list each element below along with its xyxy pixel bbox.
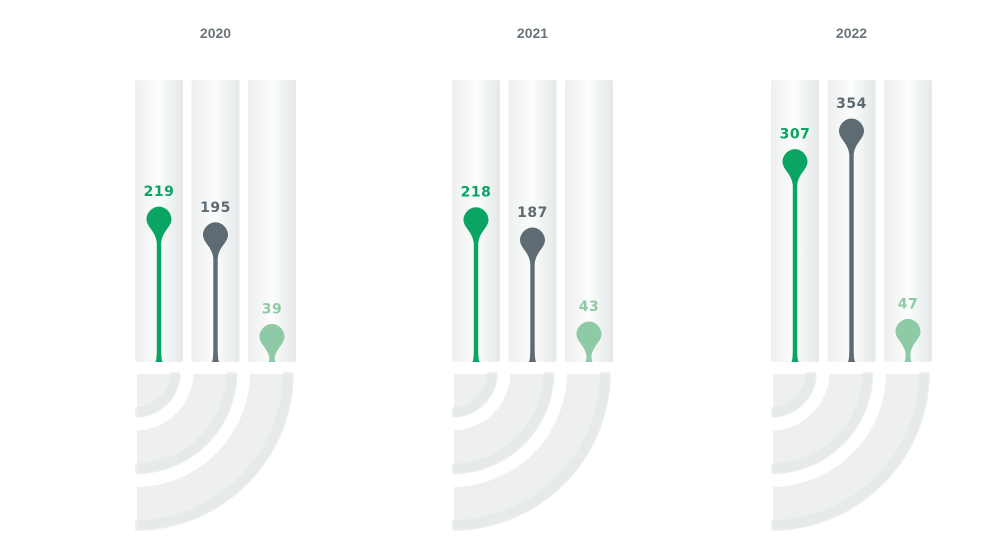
pin-marker — [839, 118, 864, 362]
data-label: 43 — [579, 299, 599, 315]
decorative-arcs — [133, 370, 299, 536]
arc-band — [450, 370, 559, 479]
pin-marker — [203, 222, 228, 362]
arc-shade — [134, 371, 237, 474]
arc-band — [450, 370, 616, 536]
arc-shade — [770, 371, 816, 417]
category-label: 2022 — [836, 25, 867, 41]
year-group-2022: 2022 307 354 47 — [769, 25, 935, 536]
column-track — [191, 80, 240, 362]
pin-marker — [576, 321, 602, 362]
arc-shade — [451, 371, 554, 474]
pin-marker — [146, 206, 172, 362]
data-label: 195 — [200, 200, 231, 216]
category-label: 2021 — [517, 25, 548, 41]
arc-shade — [770, 371, 929, 530]
arc-shade — [451, 371, 610, 530]
column-track — [508, 80, 557, 362]
category-label: 2020 — [200, 25, 231, 41]
arc-shade — [134, 371, 293, 530]
arc-band — [769, 370, 878, 479]
column-track — [884, 80, 932, 362]
pin-marker — [520, 227, 545, 362]
arc-band — [133, 370, 242, 479]
data-label: 47 — [898, 296, 918, 312]
pin-marker — [463, 207, 489, 362]
pin-marker — [259, 324, 285, 362]
year-group-2021: 2021 218 187 43 — [450, 25, 616, 536]
data-label: 187 — [517, 205, 548, 221]
decorative-arcs — [769, 370, 935, 536]
arc-shade — [770, 371, 873, 474]
pin-marker — [895, 318, 921, 362]
arc-band — [769, 370, 935, 536]
column-track — [248, 80, 296, 362]
data-label: 354 — [836, 96, 867, 112]
data-label: 307 — [780, 127, 811, 143]
decorative-arcs — [450, 370, 616, 536]
pin-marker — [782, 149, 808, 362]
data-label: 218 — [461, 185, 492, 201]
data-label: 219 — [144, 184, 175, 200]
column-track — [565, 80, 613, 362]
data-label: 39 — [262, 302, 282, 318]
year-group-2020: 2020 219 195 39 — [133, 25, 299, 536]
arc-shade — [134, 371, 180, 417]
arc-shade — [451, 371, 497, 417]
arc-band — [133, 370, 299, 536]
